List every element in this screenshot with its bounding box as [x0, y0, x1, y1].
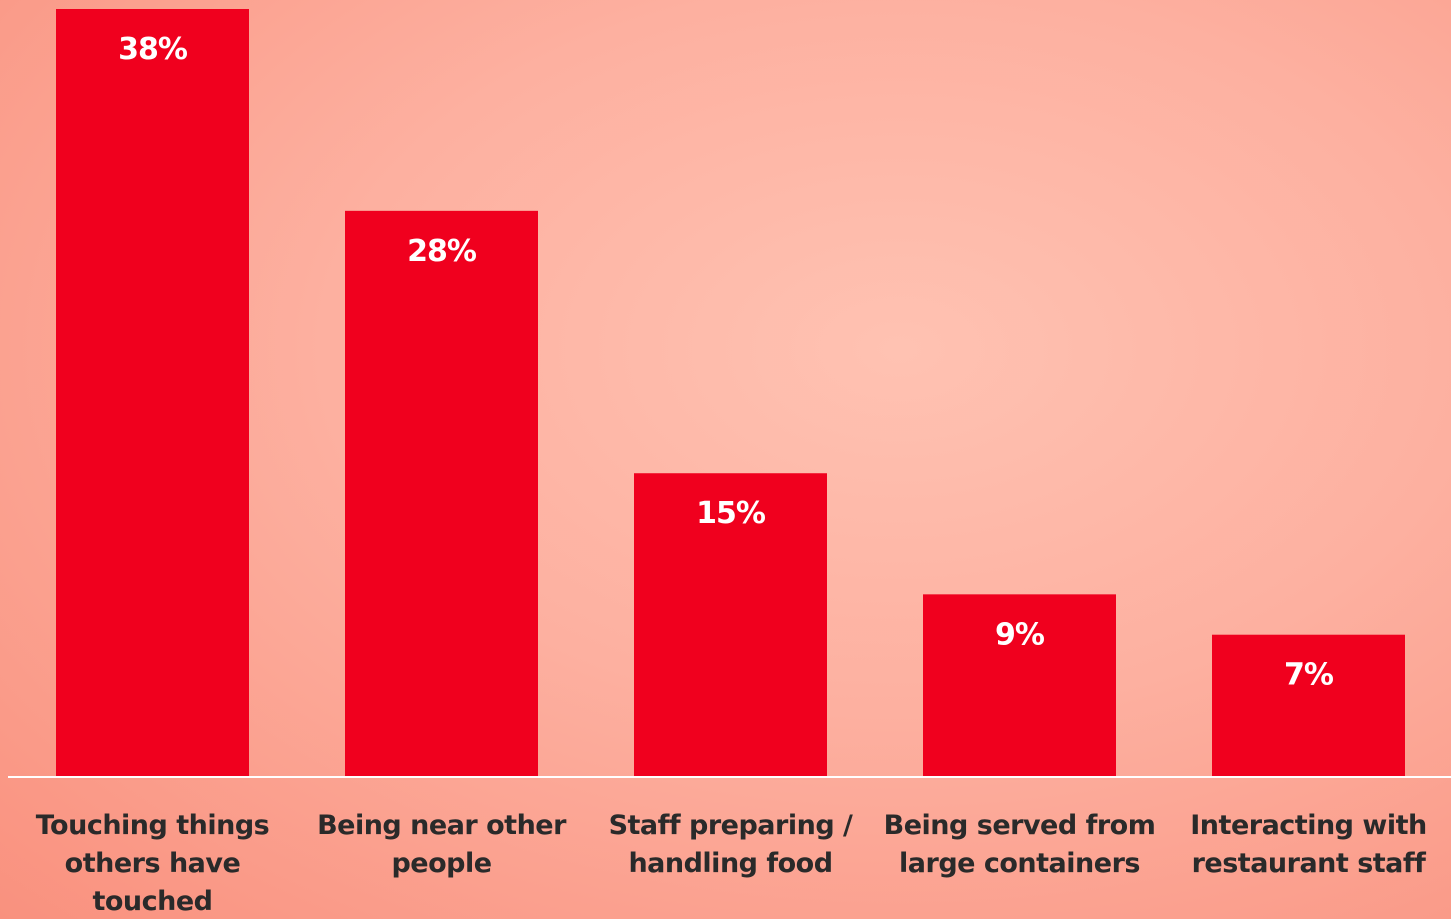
- category-label-1: Touching things others have touched: [36, 810, 270, 917]
- category-label-line: others have: [65, 848, 241, 879]
- category-label-line: handling food: [628, 848, 832, 879]
- category-label-line: large containers: [899, 848, 1140, 879]
- bars-group: [56, 9, 1405, 776]
- category-label-5: Interacting with restaurant staff: [1190, 810, 1426, 879]
- value-label-5: 7%: [1284, 658, 1334, 693]
- category-label-line: Staff preparing /: [609, 810, 853, 841]
- bar-2: [345, 210, 538, 776]
- value-label-2: 28%: [407, 234, 477, 269]
- category-label-line: restaurant staff: [1192, 848, 1427, 879]
- value-labels-group: 38% 28% 15% 9% 7%: [118, 32, 1335, 693]
- category-label-line: Interacting with: [1190, 810, 1426, 841]
- bar-1: [56, 9, 249, 776]
- value-label-4: 9%: [995, 617, 1045, 652]
- category-label-line: Being near other: [317, 810, 567, 841]
- value-label-3: 15%: [696, 496, 766, 531]
- category-label-2: Being near other people: [317, 810, 567, 879]
- category-label-4: Being served from large containers: [884, 810, 1156, 879]
- bar-4: [923, 594, 1116, 776]
- value-label-1: 38%: [118, 32, 188, 67]
- category-labels-group: Touching things others have touched Being n…: [36, 810, 1428, 917]
- category-label-line: Touching things: [36, 810, 270, 841]
- category-label-line: Being served from: [884, 810, 1156, 841]
- bar-3: [634, 473, 827, 776]
- bar-5: [1212, 634, 1405, 776]
- category-label-3: Staff preparing / handling food: [609, 810, 853, 879]
- category-label-line: touched: [92, 886, 212, 917]
- category-label-line: people: [391, 848, 491, 879]
